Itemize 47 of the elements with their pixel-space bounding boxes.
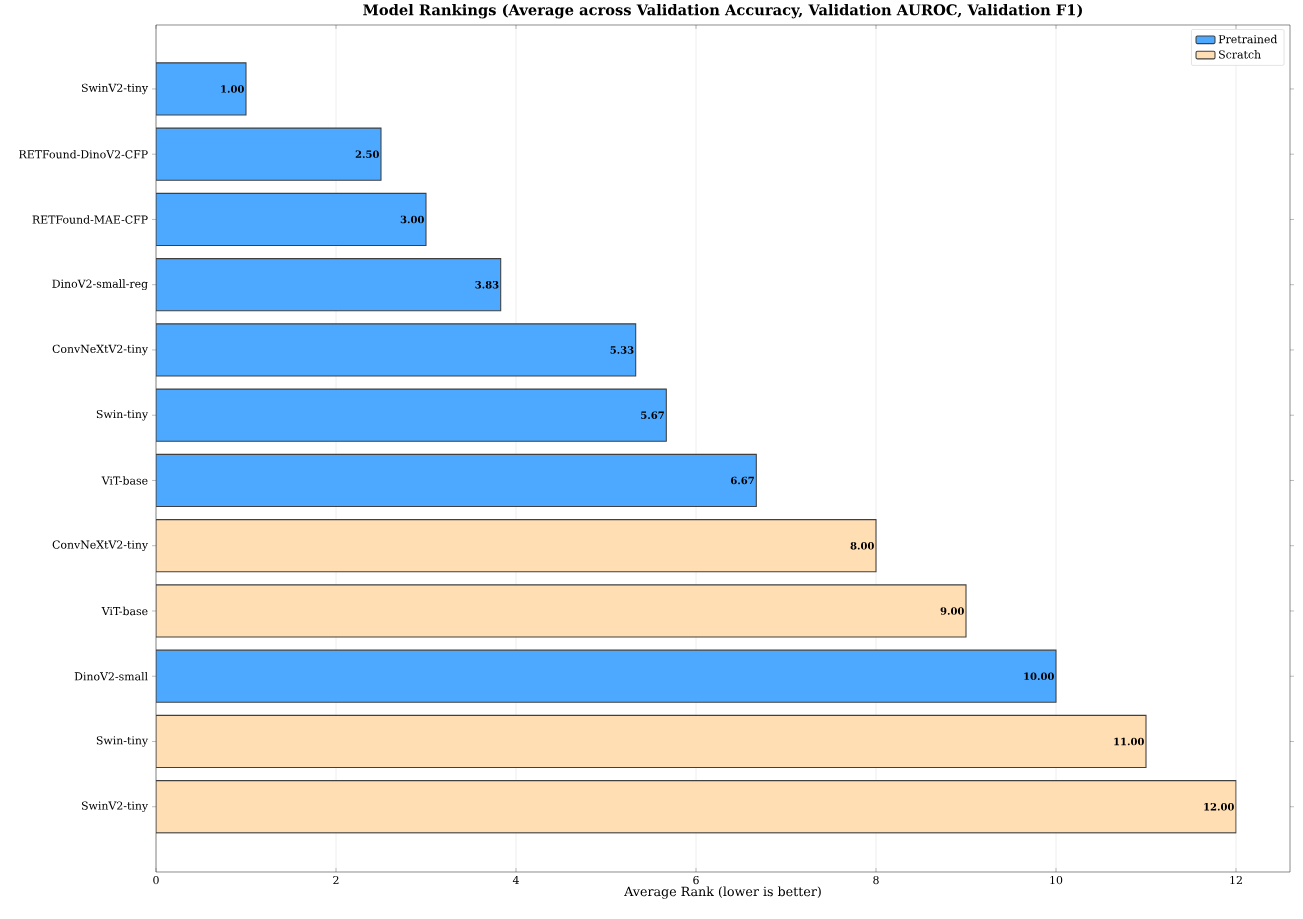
bar <box>156 519 877 573</box>
data-label: 10.00 <box>1024 672 1054 681</box>
bar <box>156 453 757 508</box>
data-label: 12.00 <box>1204 802 1234 811</box>
data-label: 8.00 <box>850 541 874 550</box>
bar <box>156 780 1237 834</box>
data-label: 5.33 <box>610 346 634 354</box>
bar <box>156 388 667 442</box>
x-tick-label: 4 <box>512 875 519 885</box>
data-label: 9.00 <box>940 607 964 615</box>
bar <box>156 714 1147 769</box>
y-tick-label: DinoV2-small-reg <box>52 279 148 291</box>
y-tick-label: SwinV2-tiny <box>81 83 149 95</box>
y-tick-label: Swin-tiny <box>96 736 149 747</box>
bar <box>156 323 637 377</box>
data-label: 3.83 <box>475 280 499 289</box>
y-tick-label: ConvNeXtV2-tiny <box>52 540 149 551</box>
chart-title: Model Rankings (Average across Validation Accuracy, Validation AUROC, Validation F1) <box>363 4 1082 19</box>
y-tick-label: Swin-tiny <box>96 409 149 421</box>
bar <box>156 62 247 116</box>
data-label: 3.00 <box>400 215 424 224</box>
data-label: 6.67 <box>730 476 754 485</box>
data-label: 5.67 <box>641 411 664 419</box>
x-axis-title: Average Rank (lower is better) <box>624 886 821 899</box>
x-tick-label: 6 <box>693 875 699 885</box>
x-tick-label: 12 <box>1230 875 1242 885</box>
legend-label: Scratch <box>1219 50 1261 59</box>
bar <box>156 584 967 638</box>
bar <box>156 127 382 181</box>
y-tick-label: RETFound-MAE-CFP <box>32 215 148 224</box>
data-label: 11.00 <box>1114 737 1144 746</box>
x-tick-label: 10 <box>1050 875 1063 885</box>
data-label: 2.50 <box>355 150 379 158</box>
y-tick-label: ViT-base <box>101 606 148 616</box>
data-label: 1.00 <box>221 85 244 93</box>
x-tick-label: 0 <box>153 875 159 885</box>
bar <box>156 192 427 247</box>
y-tick-label: ConvNeXtV2-tiny <box>52 344 149 356</box>
y-tick-label: DinoV2-small <box>74 672 148 681</box>
x-tick-label: 2 <box>333 875 339 885</box>
y-tick-label: RETFound-DinoV2-CFP <box>19 149 148 159</box>
y-tick-label: ViT-base <box>101 476 148 485</box>
bar <box>156 258 502 312</box>
bar <box>156 649 1057 703</box>
y-tick-label: SwinV2-tiny <box>81 801 149 813</box>
legend-label: Pretrained <box>1218 34 1278 44</box>
x-tick-label: 8 <box>873 875 879 885</box>
